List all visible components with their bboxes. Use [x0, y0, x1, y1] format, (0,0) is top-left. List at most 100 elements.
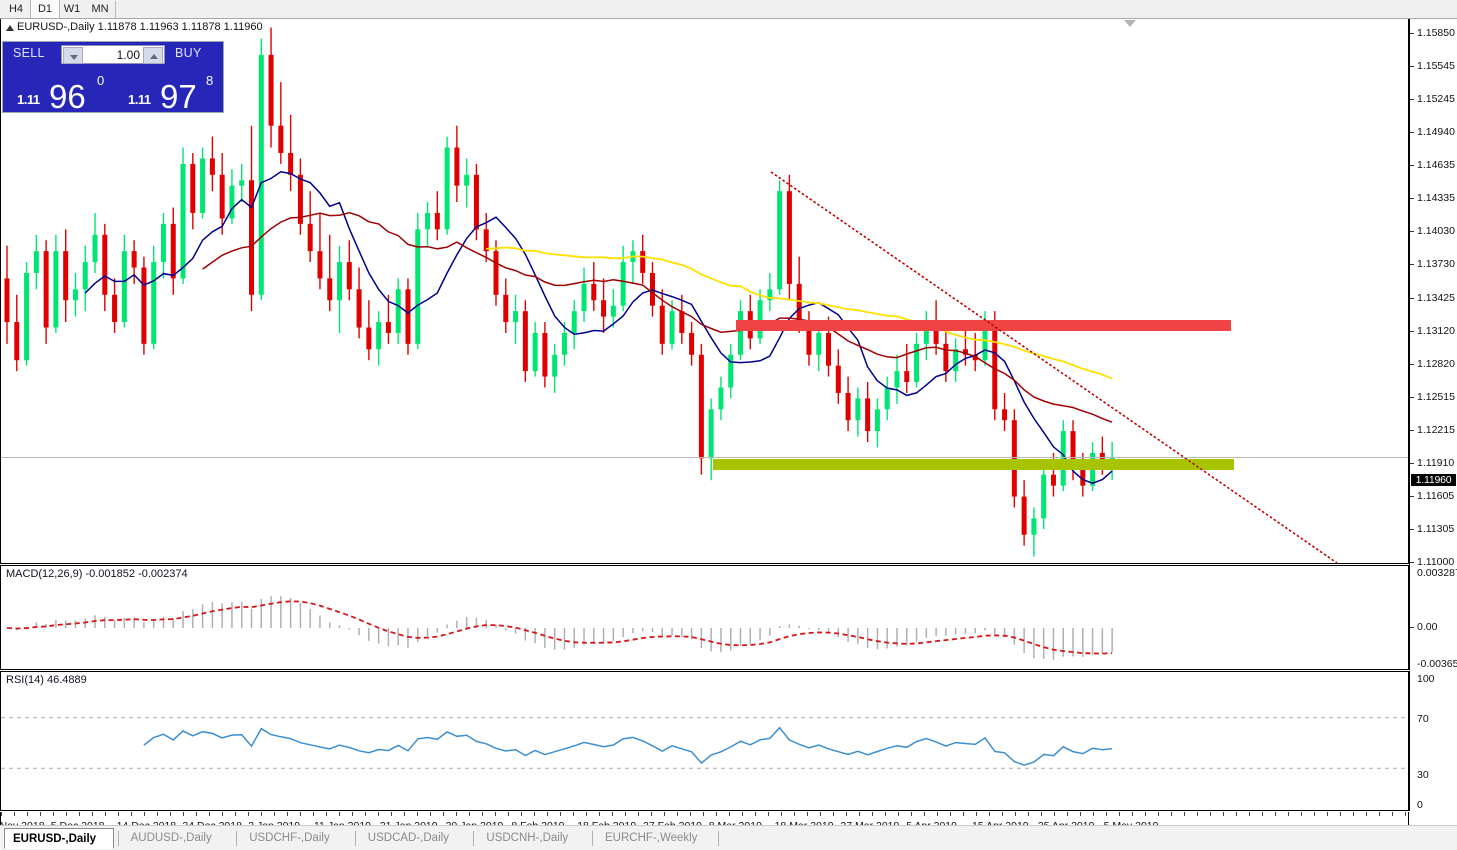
date-axis-tick — [677, 812, 678, 816]
price-axis-tick — [1410, 528, 1414, 530]
date-axis-tick — [742, 812, 743, 816]
chart-tab[interactable]: EURUSD-,Daily — [4, 828, 114, 849]
date-axis-tick — [963, 812, 964, 816]
chart-tab[interactable]: USDCAD-,Daily — [367, 832, 449, 844]
lot-increment-button[interactable] — [143, 47, 163, 64]
macd-axis-label: 0.003287 — [1417, 567, 1457, 579]
price-axis-label: 1.11305 — [1417, 522, 1455, 535]
date-axis-tick — [534, 812, 535, 816]
date-axis-tick — [456, 812, 457, 816]
date-axis-tick — [495, 812, 496, 816]
collapse-arrow-icon[interactable] — [6, 25, 14, 31]
timeframe-w1[interactable]: W1 — [63, 3, 81, 15]
timeframe-mn[interactable]: MN — [91, 3, 109, 15]
date-axis-tick — [469, 812, 470, 816]
date-axis-tick — [911, 812, 912, 816]
macd-axis[interactable]: 0.003287 0.00 -0.003659 — [1409, 565, 1457, 670]
buy-price-main: 97 — [160, 78, 197, 115]
date-axis-tick — [820, 812, 821, 816]
date-axis-tick — [664, 812, 665, 816]
date-axis-tick — [833, 812, 834, 816]
price-axis-tick — [1410, 495, 1414, 497]
chart-tab[interactable]: EURCHF-,Weekly — [605, 832, 698, 844]
tab-divider — [117, 831, 119, 846]
buy-price-prefix: 1.11 — [128, 92, 151, 107]
rsi-plot-svg — [1, 717, 1408, 769]
date-axis-tick — [1275, 812, 1276, 816]
date-axis-tick — [599, 812, 600, 816]
date-axis-tick — [586, 812, 587, 816]
date-axis-tick — [14, 812, 15, 816]
date-axis-tick — [1197, 812, 1198, 816]
date-axis-tick — [430, 812, 431, 816]
sell-price-quote[interactable]: 1.11 96 0 — [5, 68, 112, 113]
date-axis-tick — [1106, 812, 1107, 816]
support-level — [713, 459, 1234, 470]
date-axis-tick — [1236, 812, 1237, 816]
price-axis-tick — [1410, 363, 1414, 365]
price-axis-tick — [1410, 462, 1414, 464]
date-axis-tick — [1223, 812, 1224, 816]
date-axis-tick — [1, 812, 2, 816]
price-axis-tick — [1410, 132, 1414, 134]
date-axis-tick — [989, 812, 990, 816]
sell-button[interactable]: SELL — [13, 46, 45, 60]
date-axis-tick — [131, 812, 132, 816]
date-axis-tick — [1210, 812, 1211, 816]
macd-axis-label: 0.00 — [1417, 621, 1438, 633]
date-axis-tick — [612, 812, 613, 816]
buy-price-quote[interactable]: 1.11 97 8 — [116, 68, 223, 115]
date-axis-tick — [937, 812, 938, 816]
price-axis-tick — [1410, 33, 1414, 34]
date-axis-tick — [365, 812, 366, 816]
price-axis[interactable]: 1.15850 1.15545 1.15245 1.14940 1.14635 1.143… — [1409, 19, 1457, 567]
date-axis-tick — [807, 812, 808, 816]
trade-panel-controls: SELL 1.00 BUY — [3, 42, 223, 67]
rsi-axis-label: 70 — [1417, 713, 1429, 725]
date-axis-tick — [885, 812, 886, 816]
date-axis-tick — [924, 812, 925, 816]
date-axis-tick — [1366, 812, 1367, 816]
date-axis-tick — [521, 812, 522, 816]
price-axis-label: 1.13120 — [1417, 324, 1455, 337]
date-axis-tick — [404, 812, 405, 816]
one-click-trading-panel[interactable]: SELL 1.00 BUY 1.11 96 0 1.11 97 8 — [2, 41, 224, 113]
price-axis-label: 1.15850 — [1417, 27, 1455, 39]
date-axis-tick — [1171, 812, 1172, 816]
timeframe-d1[interactable]: D1 — [30, 0, 60, 18]
timeframe-h4[interactable]: H4 — [8, 3, 24, 15]
symbol-ohlc-header: EURUSD-,Daily 1.11878 1.11963 1.11878 1.… — [17, 21, 263, 33]
price-axis-label: 1.11605 — [1417, 489, 1455, 502]
date-axis-tick — [651, 812, 652, 816]
date-axis-tick — [846, 812, 847, 816]
date-axis-tick — [378, 812, 379, 816]
date-axis-tick — [859, 812, 860, 816]
lot-decrement-button[interactable] — [63, 47, 83, 64]
rsi-axis-label: 100 — [1417, 673, 1435, 685]
date-axis-tick — [1080, 812, 1081, 816]
date-axis-tick — [1405, 812, 1406, 816]
chart-tab[interactable]: USDCNH-,Daily — [486, 832, 569, 844]
price-chart-pane[interactable]: EURUSD-,Daily 1.11878 1.11963 1.11878 1.… — [0, 19, 1409, 564]
price-axis-tick — [1410, 429, 1414, 431]
chart-tab[interactable]: AUDUSD-,Daily — [130, 832, 212, 844]
rsi-axis[interactable]: 100 70 30 0 — [1409, 671, 1457, 811]
tab-divider — [236, 831, 238, 846]
date-axis-tick — [157, 812, 158, 816]
date-axis-tick — [1158, 812, 1159, 816]
lot-size-value: 1.00 — [116, 48, 140, 62]
macd-indicator-pane[interactable]: MACD(12,26,9) -0.001852 -0.002374 — [0, 565, 1409, 670]
date-axis-tick — [66, 812, 67, 816]
rsi-indicator-pane[interactable]: RSI(14) 46.4889 — [0, 671, 1409, 811]
buy-price-fraction: 8 — [206, 73, 214, 88]
chart-tab[interactable]: USDCHF-,Daily — [249, 832, 330, 844]
buy-button[interactable]: BUY — [175, 46, 202, 60]
tab-divider — [592, 831, 593, 846]
price-axis-label: 1.15245 — [1417, 93, 1455, 106]
date-axis-tick — [222, 812, 223, 816]
lot-size-input[interactable]: 1.00 — [61, 45, 165, 64]
date-axis-tick — [950, 812, 951, 816]
date-axis-tick — [573, 812, 574, 816]
date-axis-tick — [352, 812, 353, 816]
date-axis-tick — [170, 812, 171, 816]
